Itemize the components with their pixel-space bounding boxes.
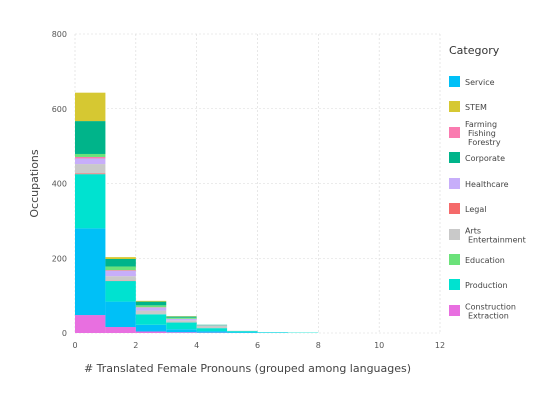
x-tick-label: 2 — [133, 341, 138, 350]
histogram-bar-segment — [166, 322, 197, 330]
histogram-bar-segment — [135, 331, 167, 333]
legend-swatch — [449, 229, 460, 240]
histogram-bar-segment — [75, 228, 106, 316]
y-tick-label: 200 — [52, 254, 67, 263]
x-tick-label: 12 — [435, 341, 445, 350]
histogram-bar-segment — [166, 317, 197, 319]
legend-label: Service — [465, 78, 495, 87]
histogram-bar-segment — [75, 164, 106, 174]
x-tick-label: 4 — [194, 341, 199, 350]
legend-label: Corporate — [465, 154, 505, 163]
histogram-bar-segment — [135, 307, 167, 311]
legend-label: Healthcare — [465, 180, 509, 189]
histogram-bar-segment — [105, 270, 136, 271]
legend-swatch — [449, 254, 460, 265]
y-axis-title: Occupations — [28, 149, 41, 218]
legend-label: Education — [465, 256, 505, 265]
legend-label: Farming Fishing Forestry — [465, 120, 501, 147]
legend-swatch — [449, 101, 460, 112]
histogram-bar-segment — [135, 314, 167, 325]
histogram-bar-segment — [105, 270, 136, 277]
histogram-bar-segment — [135, 300, 167, 302]
legend-title: Category — [449, 44, 500, 57]
legend-swatch — [449, 152, 460, 163]
histogram-bar-segment — [196, 328, 228, 332]
histogram-bar-segment — [75, 153, 106, 157]
legend-swatch — [449, 203, 460, 214]
y-tick-label: 400 — [52, 180, 67, 189]
histogram-bar-segment — [227, 332, 258, 333]
legend-swatch — [449, 178, 460, 189]
histogram-bar-segment — [105, 266, 136, 271]
x-tick-label: 6 — [255, 341, 260, 350]
legend-swatch — [449, 279, 460, 290]
legend-label: STEM — [465, 103, 487, 112]
legend-label: Construction Extraction — [465, 303, 516, 321]
histogram-bar-segment — [105, 258, 136, 267]
legend-label: Legal — [465, 205, 486, 214]
histogram-bar-segment — [196, 325, 228, 329]
histogram-bar-segment — [196, 331, 228, 333]
histogram-bar-segment — [105, 276, 136, 281]
x-tick-label: 8 — [316, 341, 321, 350]
legend-swatch — [449, 305, 460, 316]
histogram-bar-segment — [166, 316, 197, 318]
legend-label: Arts Entertainment — [465, 227, 526, 245]
histogram-bar-segment — [105, 327, 136, 333]
histogram-bar-segment — [75, 174, 106, 229]
x-axis-title: # Translated Female Pronouns (grouped am… — [84, 362, 411, 375]
histogram-bar-segment — [166, 332, 197, 333]
histogram-bar-segment — [75, 121, 106, 154]
y-tick-label: 800 — [52, 30, 67, 39]
histogram-bar-segment — [135, 305, 167, 308]
legend-swatch — [449, 76, 460, 87]
legend-swatch — [449, 127, 460, 138]
histogram-bar-segment — [75, 173, 106, 175]
histogram-bar-segment — [166, 329, 197, 333]
y-tick-label: 600 — [52, 105, 67, 114]
histogram-bar-segment — [105, 301, 136, 328]
histogram-bar-segment — [105, 281, 136, 302]
legend-label: Production — [465, 281, 508, 290]
x-tick-label: 0 — [72, 341, 77, 350]
histogram-bar-segment — [75, 92, 106, 122]
y-tick-label: 0 — [62, 329, 67, 338]
histogram-bar-segment — [75, 158, 106, 165]
histogram-bar-segment — [135, 310, 167, 315]
histogram-bar-segment — [227, 331, 258, 333]
histogram-bar-segment — [75, 315, 106, 333]
histogram-bar-segment — [105, 257, 136, 259]
histogram-bar-segment — [75, 156, 106, 159]
histogram-bar-segment — [135, 301, 167, 306]
x-tick-label: 10 — [374, 341, 384, 350]
histogram-bar-segment — [166, 318, 197, 321]
histogram-bar-segment — [135, 324, 167, 332]
histogram-bar-segment — [166, 320, 197, 323]
